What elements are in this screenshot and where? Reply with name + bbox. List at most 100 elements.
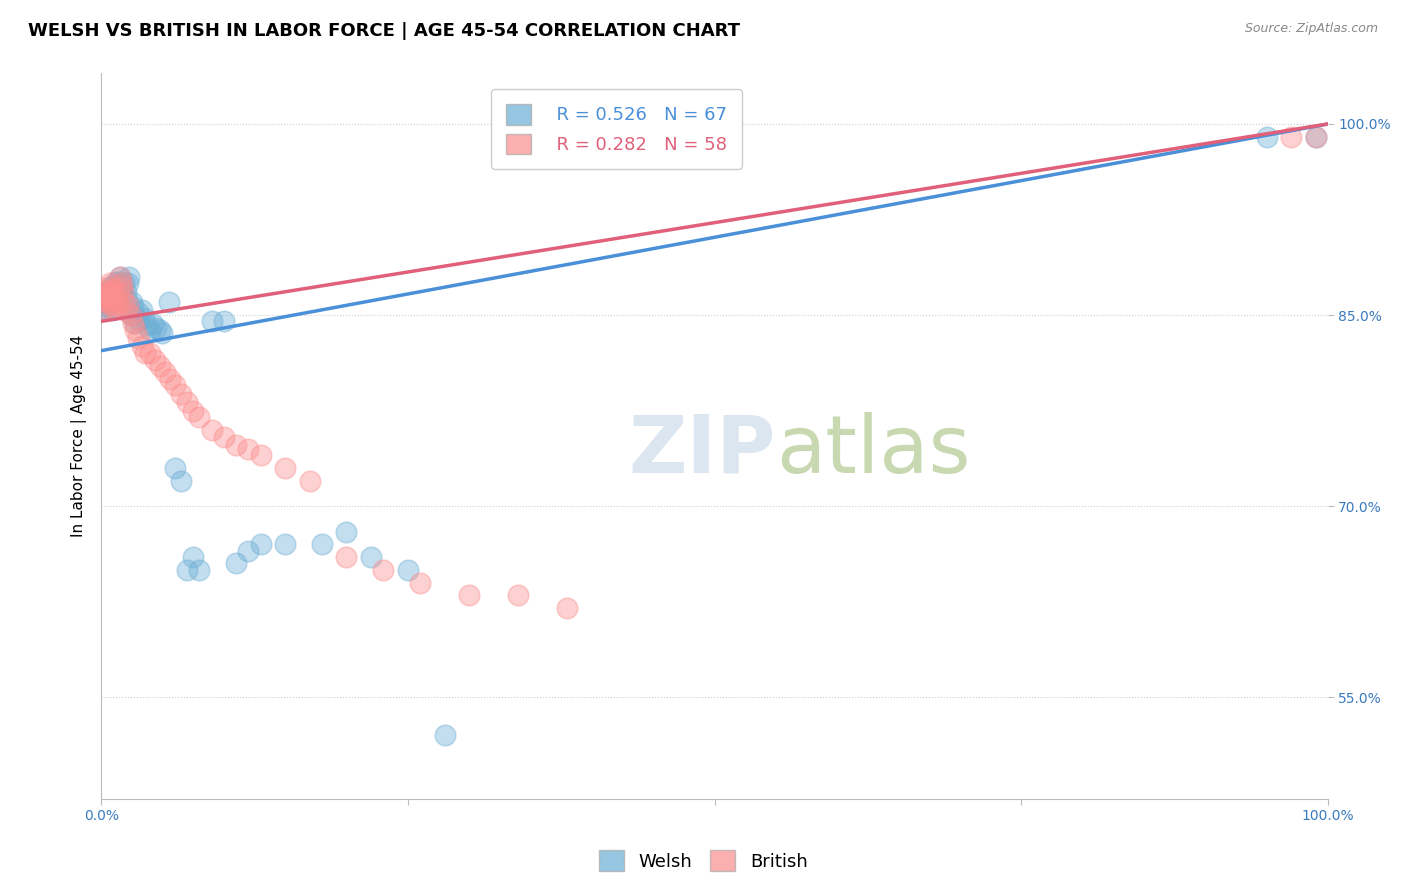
Point [152, 326, 174, 340]
Point [98, 285, 121, 299]
Point [117, 298, 139, 312]
Point [139, 346, 162, 360]
Point [163, 461, 186, 475]
Point [103, 292, 125, 306]
Point [96, 283, 118, 297]
Point [225, 557, 247, 571]
Point [149, 359, 172, 373]
Point [115, 293, 138, 307]
Point [120, 308, 142, 322]
Point [176, 394, 198, 409]
Point [157, 295, 180, 310]
Point [112, 292, 135, 306]
Point [188, 409, 211, 424]
Point [118, 269, 141, 284]
Point [176, 563, 198, 577]
Point [104, 285, 127, 299]
Point [139, 323, 162, 337]
Point [238, 442, 260, 456]
Point [396, 563, 419, 577]
Point [97, 280, 120, 294]
Point [108, 269, 131, 284]
Point [104, 287, 127, 301]
Point [360, 549, 382, 564]
Point [122, 316, 145, 330]
Point [122, 301, 145, 315]
Point [108, 280, 131, 294]
Point [1305, 129, 1327, 144]
Point [101, 298, 124, 312]
Point [508, 588, 530, 602]
Point [114, 285, 136, 299]
Point [98, 283, 121, 297]
Point [98, 289, 121, 303]
Point [311, 537, 333, 551]
Point [120, 308, 142, 322]
Point [110, 280, 132, 294]
Point [170, 474, 193, 488]
Point [373, 563, 395, 577]
Point [274, 537, 297, 551]
Point [105, 275, 128, 289]
Point [143, 352, 166, 367]
Text: WELSH VS BRITISH IN LABOR FORCE | AGE 45-54 CORRELATION CHART: WELSH VS BRITISH IN LABOR FORCE | AGE 45… [28, 22, 740, 40]
Point [97, 285, 120, 299]
Point [104, 276, 127, 290]
Point [114, 276, 136, 290]
Point [100, 293, 122, 307]
Point [96, 292, 118, 306]
Point [107, 298, 129, 312]
Point [159, 372, 181, 386]
Point [96, 289, 118, 303]
Point [238, 543, 260, 558]
Point [114, 304, 136, 318]
Point [181, 403, 204, 417]
Point [108, 269, 131, 284]
Point [127, 331, 149, 345]
Point [100, 287, 122, 301]
Point [153, 365, 176, 379]
Point [94, 285, 117, 299]
Point [103, 293, 125, 307]
Text: ZIP: ZIP [628, 411, 776, 490]
Text: atlas: atlas [776, 411, 970, 490]
Point [97, 293, 120, 307]
Point [112, 285, 135, 299]
Point [135, 318, 157, 333]
Point [124, 323, 146, 337]
Point [96, 295, 118, 310]
Point [107, 283, 129, 297]
Point [557, 601, 579, 615]
Point [101, 289, 124, 303]
Legend:   R = 0.526   N = 67,   R = 0.282   N = 58: R = 0.526 N = 67, R = 0.282 N = 58 [491, 89, 742, 169]
Point [409, 575, 432, 590]
Point [249, 537, 271, 551]
Point [121, 295, 143, 310]
Point [181, 549, 204, 564]
Point [105, 289, 128, 303]
Point [96, 301, 118, 316]
Point [93, 301, 115, 316]
Point [149, 323, 172, 337]
Point [117, 276, 139, 290]
Point [458, 588, 481, 602]
Point [94, 301, 117, 316]
Point [142, 317, 165, 331]
Point [200, 423, 222, 437]
Point [188, 563, 211, 577]
Point [111, 283, 134, 297]
Point [97, 289, 120, 303]
Point [131, 302, 153, 317]
Point [1256, 129, 1278, 144]
Y-axis label: In Labor Force | Age 45-54: In Labor Force | Age 45-54 [72, 334, 87, 537]
Point [104, 280, 127, 294]
Point [163, 378, 186, 392]
Point [131, 338, 153, 352]
Point [110, 275, 132, 289]
Point [100, 285, 122, 299]
Point [94, 295, 117, 310]
Point [335, 524, 357, 539]
Point [200, 314, 222, 328]
Point [132, 310, 155, 325]
Point [127, 305, 149, 319]
